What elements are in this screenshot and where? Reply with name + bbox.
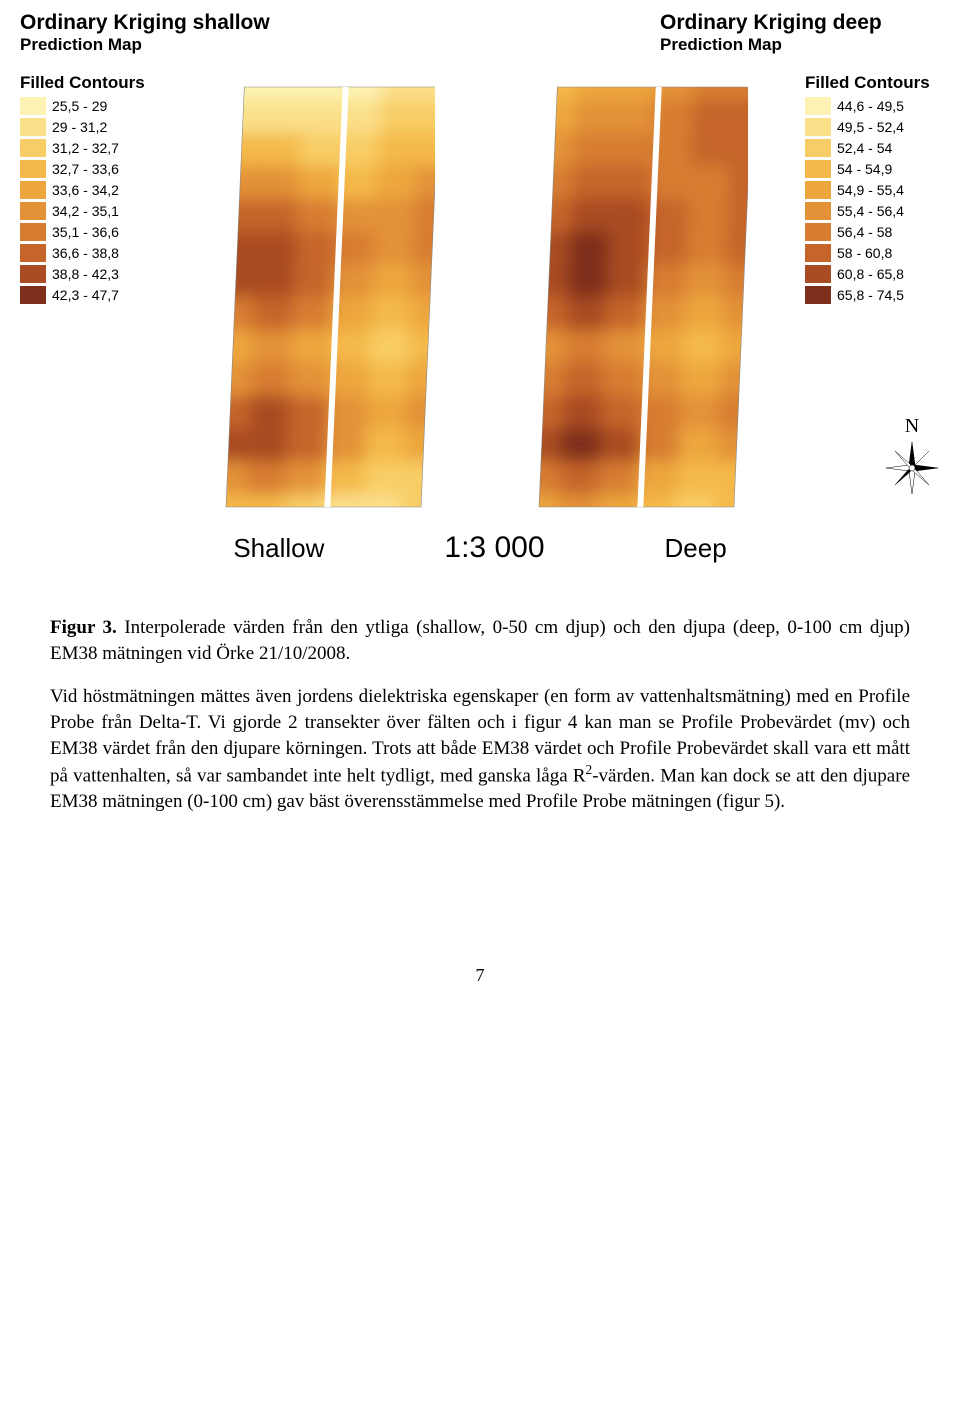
legend-row: 60,8 - 65,8 [805,265,940,283]
legend-label: 58 - 60,8 [837,245,892,261]
legend-row: 58 - 60,8 [805,244,940,262]
legend-label: 25,5 - 29 [52,98,107,114]
deep-label: Deep [665,533,727,564]
left-legend: Filled Contours 25,5 - 29 29 - 31,2 31,2 -… [20,73,155,307]
legend-row: 56,4 - 58 [805,223,940,241]
legend-swatch [805,181,831,199]
legend-label: 38,8 - 42,3 [52,266,119,282]
legend-swatch [805,244,831,262]
figure-titles-row: Ordinary Kriging shallow Prediction Map … [20,10,940,55]
legend-swatch [805,265,831,283]
legend-swatch [20,244,46,262]
legend-label: 33,6 - 34,2 [52,182,119,198]
legend-row: 44,6 - 49,5 [805,97,940,115]
compass-rose-icon [884,440,940,496]
legend-swatch [20,97,46,115]
legend-row: 29 - 31,2 [20,118,155,136]
legend-swatch [805,97,831,115]
shallow-label: Shallow [233,533,324,564]
legend-row: 35,1 - 36,6 [20,223,155,241]
legend-swatch [805,139,831,157]
figure-label: Figur 3. [50,617,117,638]
legend-row: 36,6 - 38,8 [20,244,155,262]
legend-label: 55,4 - 56,4 [837,203,904,219]
legend-swatch [20,286,46,304]
legend-label: 31,2 - 32,7 [52,140,119,156]
legend-row: 32,7 - 33,6 [20,160,155,178]
legend-row: 38,8 - 42,3 [20,265,155,283]
right-legend-title: Filled Contours [805,73,940,93]
legend-row: 54 - 54,9 [805,160,940,178]
legend-swatch [805,286,831,304]
legend-swatch [20,265,46,283]
right-subtitle: Prediction Map [660,35,940,55]
legend-row: 34,2 - 35,1 [20,202,155,220]
legend-label: 54,9 - 55,4 [837,182,904,198]
shallow-map [212,73,435,521]
compass-n-label: N [884,415,940,438]
legend-label: 35,1 - 36,6 [52,224,119,240]
legend-row: 49,5 - 52,4 [805,118,940,136]
legend-swatch [20,202,46,220]
legend-row: 52,4 - 54 [805,139,940,157]
figure-label-text: Interpolerade värden från den ytliga (sh… [50,617,910,664]
legend-swatch [805,160,831,178]
legend-row: 31,2 - 32,7 [20,139,155,157]
figure-main-row: Filled Contours 25,5 - 29 29 - 31,2 31,2 -… [20,73,940,521]
figure-container: Ordinary Kriging shallow Prediction Map … [0,0,960,585]
legend-swatch [20,118,46,136]
caption-paragraph-1: Figur 3. Interpolerade värden från den y… [50,615,910,666]
page-number: 7 [0,965,960,1016]
compass: N [884,415,940,501]
legend-swatch [20,223,46,241]
legend-label: 29 - 31,2 [52,119,107,135]
right-title-block: Ordinary Kriging deep Prediction Map [660,10,940,55]
left-title-block: Ordinary Kriging shallow Prediction Map [20,10,300,55]
legend-swatch [20,139,46,157]
legend-label: 49,5 - 52,4 [837,119,904,135]
legend-label: 36,6 - 38,8 [52,245,119,261]
legend-swatch [805,118,831,136]
legend-label: 56,4 - 58 [837,224,892,240]
legend-label: 60,8 - 65,8 [837,266,904,282]
figure-caption: Figur 3. Interpolerade värden från den y… [0,585,960,825]
scale-label: 1:3 000 [444,531,544,565]
legend-label: 44,6 - 49,5 [837,98,904,114]
right-title: Ordinary Kriging deep [660,10,940,35]
legend-swatch [805,223,831,241]
maps-area [155,73,805,521]
legend-row: 25,5 - 29 [20,97,155,115]
map-bottom-labels: Shallow 1:3 000 Deep [20,531,940,565]
legend-label: 65,8 - 74,5 [837,287,904,303]
legend-swatch [805,202,831,220]
legend-label: 42,3 - 47,7 [52,287,119,303]
legend-row: 55,4 - 56,4 [805,202,940,220]
left-title: Ordinary Kriging shallow [20,10,300,35]
legend-label: 52,4 - 54 [837,140,892,156]
legend-label: 32,7 - 33,6 [52,161,119,177]
deep-map [525,73,748,521]
legend-row: 42,3 - 47,7 [20,286,155,304]
legend-label: 54 - 54,9 [837,161,892,177]
legend-swatch [20,160,46,178]
legend-row: 54,9 - 55,4 [805,181,940,199]
left-subtitle: Prediction Map [20,35,300,55]
right-legend: Filled Contours 44,6 - 49,5 49,5 - 52,4 52… [805,73,940,307]
legend-row: 65,8 - 74,5 [805,286,940,304]
caption-paragraph-2: Vid höstmätningen mättes även jordens di… [50,684,910,815]
legend-label: 34,2 - 35,1 [52,203,119,219]
legend-swatch [20,181,46,199]
left-legend-title: Filled Contours [20,73,155,93]
legend-row: 33,6 - 34,2 [20,181,155,199]
